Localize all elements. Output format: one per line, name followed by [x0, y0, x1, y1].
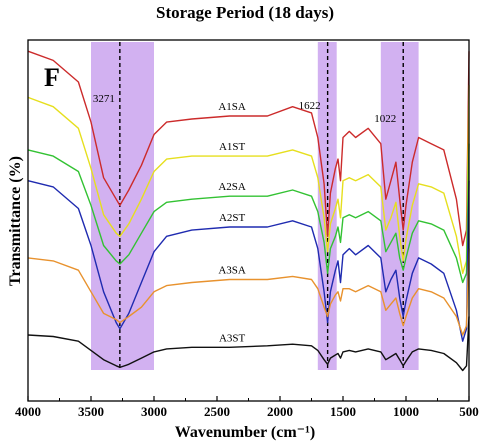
chart-title: Storage Period (18 days) [156, 3, 334, 22]
series-line-a2st [27, 180, 470, 342]
series-labels: A1SA A1ST A2SA A2ST A3SA A3ST [218, 101, 246, 344]
series-line-a3st [27, 316, 470, 372]
series-label-a1sa: A1SA [218, 101, 246, 113]
x-tick-label-3500: 3500 [78, 404, 104, 419]
series-line-a3sa [27, 248, 470, 336]
x-tick-label-2000: 2000 [267, 404, 293, 419]
series-line-a1sa [27, 50, 470, 247]
series-line-a1st [27, 85, 470, 274]
x-axis-label: Wavenumber (cm⁻¹) [175, 424, 315, 441]
highlight-band-2 [380, 42, 419, 370]
series-label-a2st: A2ST [219, 212, 246, 224]
x-tick-label-2500: 2500 [204, 404, 230, 419]
series-label-a3sa: A3SA [218, 264, 246, 276]
x-tick-label-500: 500 [459, 404, 479, 419]
panel-label: F [44, 63, 60, 92]
spectra-series [27, 50, 470, 372]
series-line-a2sa [27, 143, 470, 284]
x-axis-ticks: 4000 3500 3000 2500 2000 1500 1000 500 [15, 396, 479, 419]
highlight-bands [91, 42, 419, 370]
x-tick-label-4000: 4000 [15, 404, 41, 419]
marker-label-1022: 1022 [374, 113, 396, 125]
x-tick-label-1500: 1500 [330, 404, 356, 419]
series-label-a1st: A1ST [219, 141, 246, 153]
x-tick-label-1000: 1000 [393, 404, 419, 419]
marker-label-1622: 1622 [299, 100, 321, 112]
series-label-a2sa: A2SA [218, 181, 246, 193]
marker-label-3271: 3271 [93, 93, 115, 105]
series-label-a3st: A3ST [219, 332, 246, 344]
y-axis-label: Transmittance (%) [7, 156, 24, 286]
x-tick-label-3000: 3000 [141, 404, 167, 419]
